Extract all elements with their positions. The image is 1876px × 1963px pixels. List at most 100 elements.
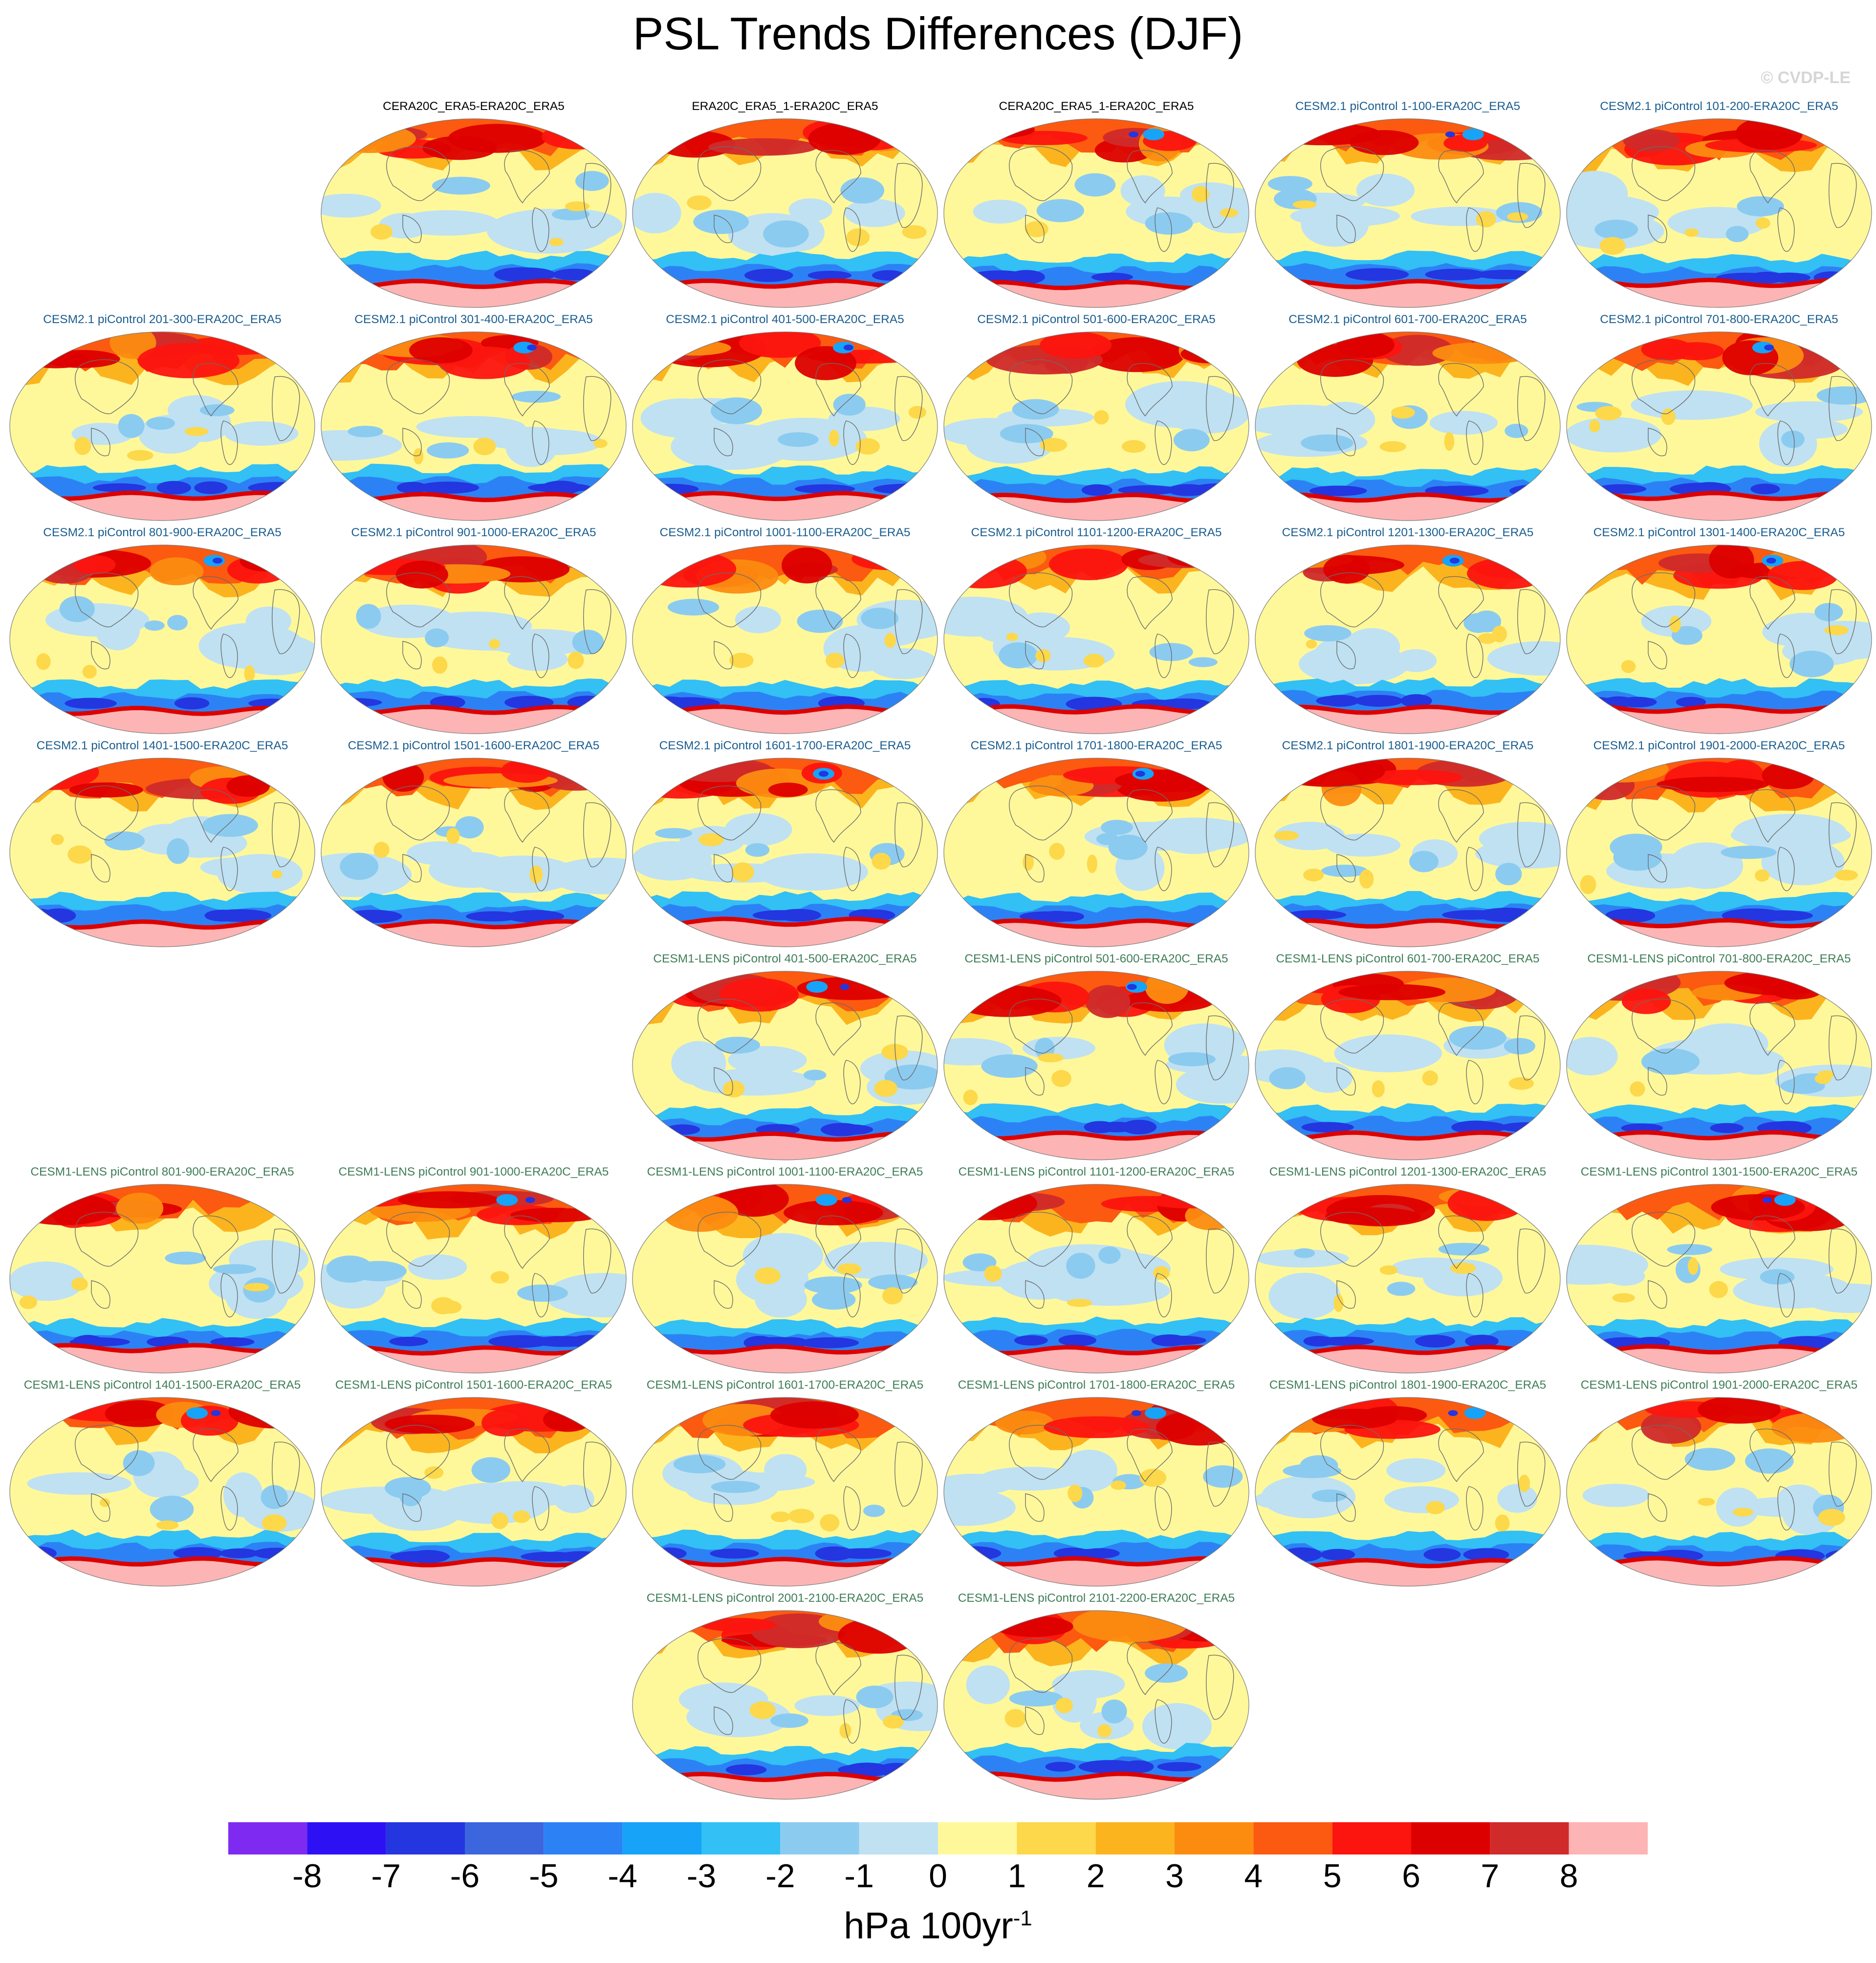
- colorbar-tick-label: 7: [1481, 1857, 1500, 1895]
- map-panel: CESM2.1 piControl 1801-1900-ERA20C_ERA5: [1254, 738, 1562, 948]
- colorbar-tick-label: 2: [1086, 1857, 1105, 1895]
- map-panel: CESM1-LENS piControl 1401-1500-ERA20C_ER…: [8, 1377, 316, 1588]
- world-map-robinson: [321, 331, 627, 521]
- world-map-robinson: [632, 758, 938, 947]
- world-map-robinson: [9, 758, 315, 947]
- world-map-robinson: [1255, 1184, 1561, 1374]
- map-panel: CERA20C_ERA5_1-ERA20C_ERA5: [942, 99, 1250, 309]
- panel-title: CESM1-LENS piControl 1501-1600-ERA20C_ER…: [335, 1378, 612, 1392]
- panel-title: CESM1-LENS piControl 1801-1900-ERA20C_ER…: [1269, 1378, 1547, 1392]
- panel-title: CESM2.1 piControl 101-200-ERA20C_ERA5: [1600, 100, 1838, 113]
- map-panel: CESM2.1 piControl 1601-1700-ERA20C_ERA5: [631, 738, 939, 948]
- map-panel: CESM1-LENS piControl 1101-1200-ERA20C_ER…: [942, 1164, 1250, 1374]
- colorbar-tick-label: -2: [765, 1857, 795, 1895]
- map-panel: CESM1-LENS piControl 2101-2200-ERA20C_ER…: [942, 1591, 1250, 1801]
- map-panel: CESM2.1 piControl 201-300-ERA20C_ERA5: [8, 312, 316, 522]
- world-map-robinson: [632, 331, 938, 521]
- world-map-robinson: [632, 545, 938, 734]
- map-panel: CESM2.1 piControl 601-700-ERA20C_ERA5: [1254, 312, 1562, 522]
- map-panel: CESM1-LENS piControl 1001-1100-ERA20C_ER…: [631, 1164, 939, 1374]
- panel-title: CERA20C_ERA5_1-ERA20C_ERA5: [999, 100, 1194, 113]
- panel-title: CESM2.1 piControl 1601-1700-ERA20C_ERA5: [659, 739, 911, 752]
- colorbar-swatch: [1095, 1822, 1175, 1854]
- panel-title: CESM1-LENS piControl 601-700-ERA20C_ERA5: [1276, 952, 1540, 965]
- panel-title: CESM1-LENS piControl 1101-1200-ERA20C_ER…: [958, 1165, 1235, 1178]
- world-map-robinson: [321, 1184, 627, 1374]
- world-map-robinson: [1255, 971, 1561, 1160]
- colorbar-tick-label: -3: [686, 1857, 717, 1895]
- colorbar-swatch: [622, 1822, 701, 1854]
- world-map-robinson: [943, 1184, 1249, 1374]
- panel-title: CESM2.1 piControl 1-100-ERA20C_ERA5: [1295, 100, 1521, 113]
- panel-title: CESM2.1 piControl 701-800-ERA20C_ERA5: [1600, 313, 1838, 326]
- world-map-robinson: [1566, 118, 1872, 308]
- colorbar-tick-label: 6: [1402, 1857, 1420, 1895]
- colorbar-swatch: [386, 1822, 465, 1854]
- world-map-robinson: [1255, 545, 1561, 734]
- colorbar-swatch: [938, 1822, 1017, 1854]
- panel-title: CESM2.1 piControl 201-300-ERA20C_ERA5: [43, 313, 282, 326]
- map-panel: CERA20C_ERA5-ERA20C_ERA5: [320, 99, 628, 309]
- panel-title: CESM2.1 piControl 601-700-ERA20C_ERA5: [1288, 313, 1527, 326]
- world-map-robinson: [1566, 971, 1872, 1160]
- world-map-robinson: [321, 1397, 627, 1587]
- map-panel: CESM2.1 piControl 1501-1600-ERA20C_ERA5: [320, 738, 628, 948]
- colorbar-swatch: [1411, 1822, 1490, 1854]
- map-panel: CESM1-LENS piControl 1801-1900-ERA20C_ER…: [1254, 1377, 1562, 1588]
- world-map-robinson: [1566, 1397, 1872, 1587]
- colorbar-tick-label: -8: [292, 1857, 322, 1895]
- world-map-robinson: [321, 118, 627, 308]
- world-map-robinson: [1566, 758, 1872, 947]
- panel-title: CERA20C_ERA5-ERA20C_ERA5: [383, 100, 565, 113]
- world-map-robinson: [943, 971, 1249, 1160]
- panel-title: CESM1-LENS piControl 701-800-ERA20C_ERA5: [1587, 952, 1851, 965]
- world-map-robinson: [943, 331, 1249, 521]
- panel-title: CESM2.1 piControl 1501-1600-ERA20C_ERA5: [348, 739, 600, 752]
- map-panel: CESM2.1 piControl 101-200-ERA20C_ERA5: [1565, 99, 1873, 309]
- panel-title: CESM2.1 piControl 1101-1200-ERA20C_ERA5: [971, 526, 1222, 539]
- world-map-robinson: [321, 545, 627, 734]
- world-map-robinson: [943, 118, 1249, 308]
- colorbar-swatch: [1332, 1822, 1411, 1854]
- colorbar-swatch: [1253, 1822, 1332, 1854]
- panel-title: CESM2.1 piControl 401-500-ERA20C_ERA5: [666, 313, 904, 326]
- map-panel: CESM1-LENS piControl 1301-1500-ERA20C_ER…: [1565, 1164, 1873, 1374]
- map-panel: CESM2.1 piControl 1101-1200-ERA20C_ERA5: [942, 525, 1250, 735]
- map-panel: CESM2.1 piControl 801-900-ERA20C_ERA5: [8, 525, 316, 735]
- panel-title: CESM1-LENS piControl 501-600-ERA20C_ERA5: [964, 952, 1228, 965]
- world-map-robinson: [1255, 118, 1561, 308]
- colorbar-tick-label: 5: [1323, 1857, 1342, 1895]
- colorbar-swatch: [780, 1822, 859, 1854]
- colorbar-swatch: [1017, 1822, 1096, 1854]
- panel-title: CESM1-LENS piControl 1301-1500-ERA20C_ER…: [1580, 1165, 1858, 1178]
- world-map-robinson: [632, 971, 938, 1160]
- world-map-robinson: [943, 1397, 1249, 1587]
- map-panel: CESM1-LENS piControl 801-900-ERA20C_ERA5: [8, 1164, 316, 1374]
- map-panel: CESM1-LENS piControl 1501-1600-ERA20C_ER…: [320, 1377, 628, 1588]
- panel-title: CESM1-LENS piControl 1001-1100-ERA20C_ER…: [647, 1165, 923, 1178]
- map-panel: CESM2.1 piControl 301-400-ERA20C_ERA5: [320, 312, 628, 522]
- world-map-robinson: [9, 1397, 315, 1587]
- map-panel: CESM1-LENS piControl 1201-1300-ERA20C_ER…: [1254, 1164, 1562, 1374]
- map-panel: CESM2.1 piControl 1701-1800-ERA20C_ERA5: [942, 738, 1250, 948]
- map-panel: CESM1-LENS piControl 2001-2100-ERA20C_ER…: [631, 1591, 939, 1801]
- colorbar-tick-label: 0: [929, 1857, 947, 1895]
- panel-title: CESM1-LENS piControl 2101-2200-ERA20C_ER…: [958, 1592, 1235, 1605]
- panel-title: CESM2.1 piControl 1901-2000-ERA20C_ERA5: [1593, 739, 1845, 752]
- world-map-robinson: [943, 545, 1249, 734]
- colorbar-units: hPa 100yr-1: [0, 1897, 1876, 1948]
- map-panel: CESM2.1 piControl 1001-1100-ERA20C_ERA5: [631, 525, 939, 735]
- map-panel: CESM1-LENS piControl 1701-1800-ERA20C_ER…: [942, 1377, 1250, 1588]
- colorbar-tick-label: 3: [1165, 1857, 1184, 1895]
- map-panel: CESM1-LENS piControl 601-700-ERA20C_ERA5: [1254, 951, 1562, 1161]
- map-panel: CESM1-LENS piControl 501-600-ERA20C_ERA5: [942, 951, 1250, 1161]
- map-panel: CESM2.1 piControl 901-1000-ERA20C_ERA5: [320, 525, 628, 735]
- colorbar-swatch: [544, 1822, 623, 1854]
- map-panel: CESM2.1 piControl 501-600-ERA20C_ERA5: [942, 312, 1250, 522]
- colorbar-tick-label: 4: [1244, 1857, 1263, 1895]
- world-map-robinson: [9, 1184, 315, 1374]
- world-map-robinson: [943, 758, 1249, 947]
- copyright-watermark: © CVDP-LE: [1761, 68, 1851, 87]
- world-map-robinson: [632, 118, 938, 308]
- panel-title: CESM2.1 piControl 1801-1900-ERA20C_ERA5: [1282, 739, 1534, 752]
